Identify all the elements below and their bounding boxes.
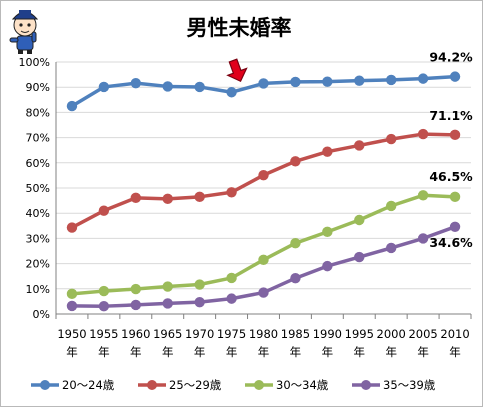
data-point [226,293,237,304]
data-point [258,254,269,266]
x-tick-label: 1975 年 [217,327,246,359]
highlight-arrow-icon [226,58,248,83]
data-point [162,281,173,292]
data-point [322,226,333,238]
data-point [130,283,142,295]
y-tick-label: 80% [26,106,50,119]
x-tick-label: 1980 年 [249,327,278,359]
data-point [130,192,142,204]
grid-lines [55,61,472,319]
x-tick-label: 2010 年 [440,327,469,359]
legend-swatch-marker [254,380,264,390]
data-point [98,300,110,312]
data-point [290,237,301,249]
y-tick-label: 60% [26,157,50,170]
end-value-label: 71.1% [429,108,473,123]
cartoon-character-icon [9,10,39,54]
data-point [194,296,205,308]
x-tick-label: 1960 年 [121,327,150,359]
data-point [417,233,429,244]
y-tick-label: 50% [26,182,50,195]
data-point [194,279,205,290]
data-point [322,260,333,272]
end-value-label: 94.2% [429,50,473,65]
x-tick-label: 1965 年 [153,327,182,359]
data-point [290,273,301,284]
y-tick-label: 0% [33,308,50,321]
series-lines [66,71,461,312]
data-point [354,251,365,263]
data-point [226,87,237,98]
x-tick-label: 1955 年 [89,327,118,359]
data-point [66,288,78,300]
data-point [162,81,173,92]
data-point [354,214,365,226]
legend-label: 35～39歳 [383,378,436,392]
data-point [449,71,461,82]
data-point [66,222,78,233]
data-point [98,81,110,93]
data-point [385,242,397,254]
data-point [290,156,301,167]
end-value-labels: 94.2% 71.1% 46.5% 34.6% [429,50,473,250]
y-tick-label: 90% [26,81,50,94]
x-tick-label: 1990 年 [313,327,342,359]
end-value-label: 46.5% [429,169,473,184]
legend: 20～24歳 25～29歳 30～34歳 35～39歳 [31,378,436,392]
data-point [162,193,173,205]
y-tick-label: 20% [26,258,50,271]
x-tick-label: 1985 年 [281,327,310,359]
data-point [130,77,142,89]
data-point [354,75,365,86]
x-tick-label: 1995 年 [345,327,374,359]
data-point [226,272,237,284]
data-point [258,78,269,89]
data-point [98,285,110,297]
end-value-label: 34.6% [429,235,473,250]
data-point [417,128,429,140]
chart-title: 男性未婚率 [187,16,292,40]
legend-label: 30～34歳 [276,378,329,392]
data-point [322,146,333,157]
x-tick-label: 1950 年 [57,327,86,359]
data-point [322,76,333,87]
data-point [66,300,78,312]
y-tick-label: 100% [19,56,50,69]
data-point [449,129,461,141]
y-axis-tick-labels: 0% 10% 20% 30% 40% 50% 60% 70% 80% 90% 100% [19,56,50,321]
data-point [290,76,301,88]
data-point [449,221,461,233]
x-tick-label: 2000 年 [377,327,406,359]
data-point [194,81,205,93]
data-point [258,287,269,298]
data-point [385,74,397,86]
y-tick-label: 10% [26,283,50,296]
data-point [194,191,205,203]
y-tick-label: 30% [26,232,50,245]
y-tick-label: 70% [26,132,50,145]
data-point [98,205,110,216]
x-tick-label: 2005 年 [408,327,437,359]
data-point [130,299,142,311]
legend-label: 20～24歳 [62,378,115,392]
data-point [66,100,78,112]
legend-swatch-marker [40,380,50,390]
data-point [162,298,173,309]
y-tick-label: 40% [26,207,50,220]
data-point [417,73,429,84]
data-point [449,191,461,203]
data-point [354,140,365,151]
data-point [385,200,397,212]
legend-swatch-marker [361,380,371,390]
x-tick-label: 1970 年 [185,327,214,359]
data-point [226,187,237,198]
data-point [385,133,397,145]
data-point [417,190,429,201]
data-point [258,169,269,181]
legend-label: 25～29歳 [169,378,222,392]
legend-swatch-marker [147,380,157,390]
